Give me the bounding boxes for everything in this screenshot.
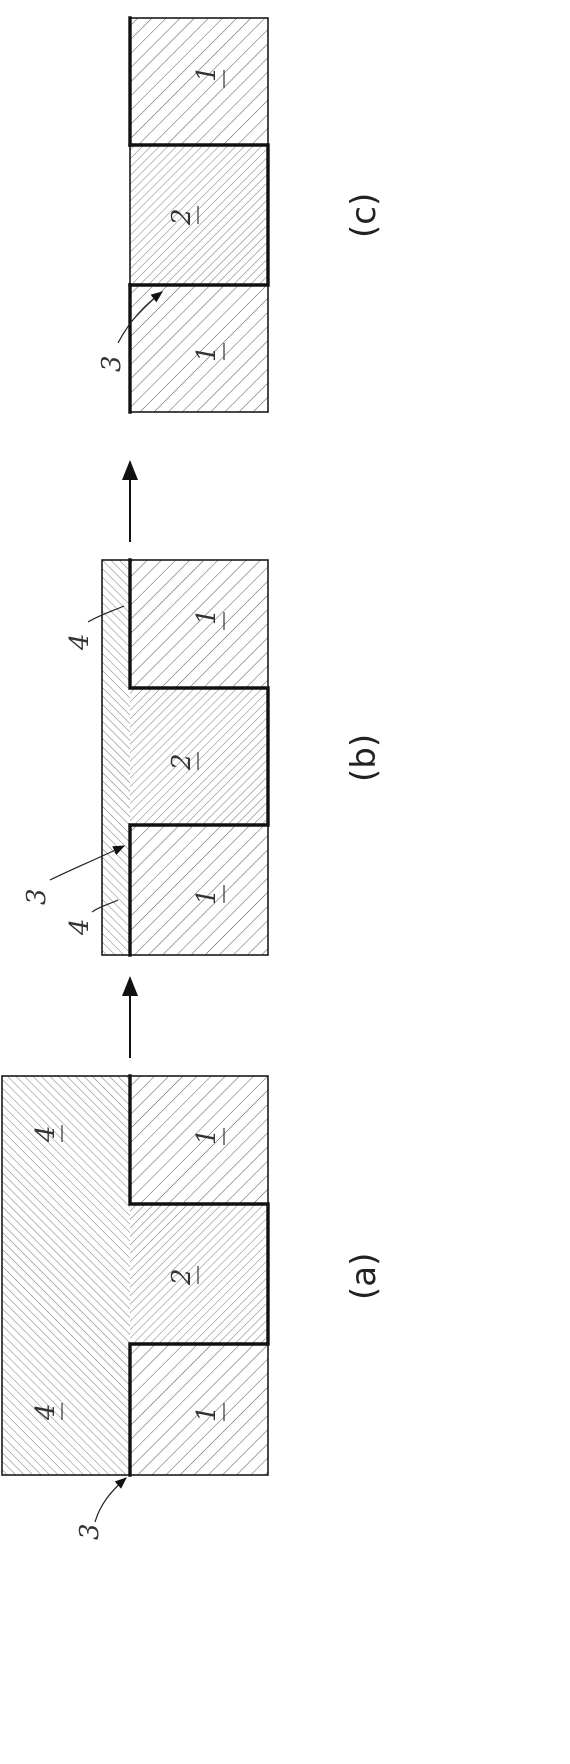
label-4-bottom-a: 4 (31, 1403, 61, 1421)
caption-a: (a) (344, 1253, 384, 1300)
label-1-bottom-a: 1 (192, 1405, 222, 1422)
part-2-a (130, 1204, 268, 1344)
panel-a: 4 1 2 4 1 3 (a) (2, 1076, 384, 1540)
part-2-b (130, 688, 268, 825)
label-1-top-b: 1 (192, 608, 222, 625)
panel-c: 1 2 1 3 (c) (97, 18, 384, 412)
label-2-a: 2 (167, 1268, 197, 1286)
ref-3-b: 3 (22, 888, 52, 905)
caption-b: (b) (344, 734, 384, 782)
label-1-top-a: 1 (192, 1128, 222, 1145)
label-1-top-c: 1 (192, 65, 222, 82)
label-2-c: 2 (167, 208, 197, 226)
part-4-b (102, 560, 130, 955)
panel-b: 1 2 1 4 3 4 (b) (22, 560, 384, 955)
ref-3-a: 3 (75, 1523, 105, 1540)
label-1-bottom-b: 1 (192, 888, 222, 905)
ref-3-c: 3 (97, 355, 127, 372)
label-1-bottom-c: 1 (192, 345, 222, 362)
part-2-c (130, 145, 268, 285)
label-4-top-a: 4 (31, 1125, 61, 1143)
leader-3-a (95, 1478, 126, 1522)
ref-4-top-b: 4 (65, 633, 95, 651)
label-2-b: 2 (167, 753, 197, 771)
caption-c: (c) (344, 193, 384, 238)
ref-4-bottom-b: 4 (65, 918, 95, 936)
part-4-a (2, 1076, 130, 1475)
